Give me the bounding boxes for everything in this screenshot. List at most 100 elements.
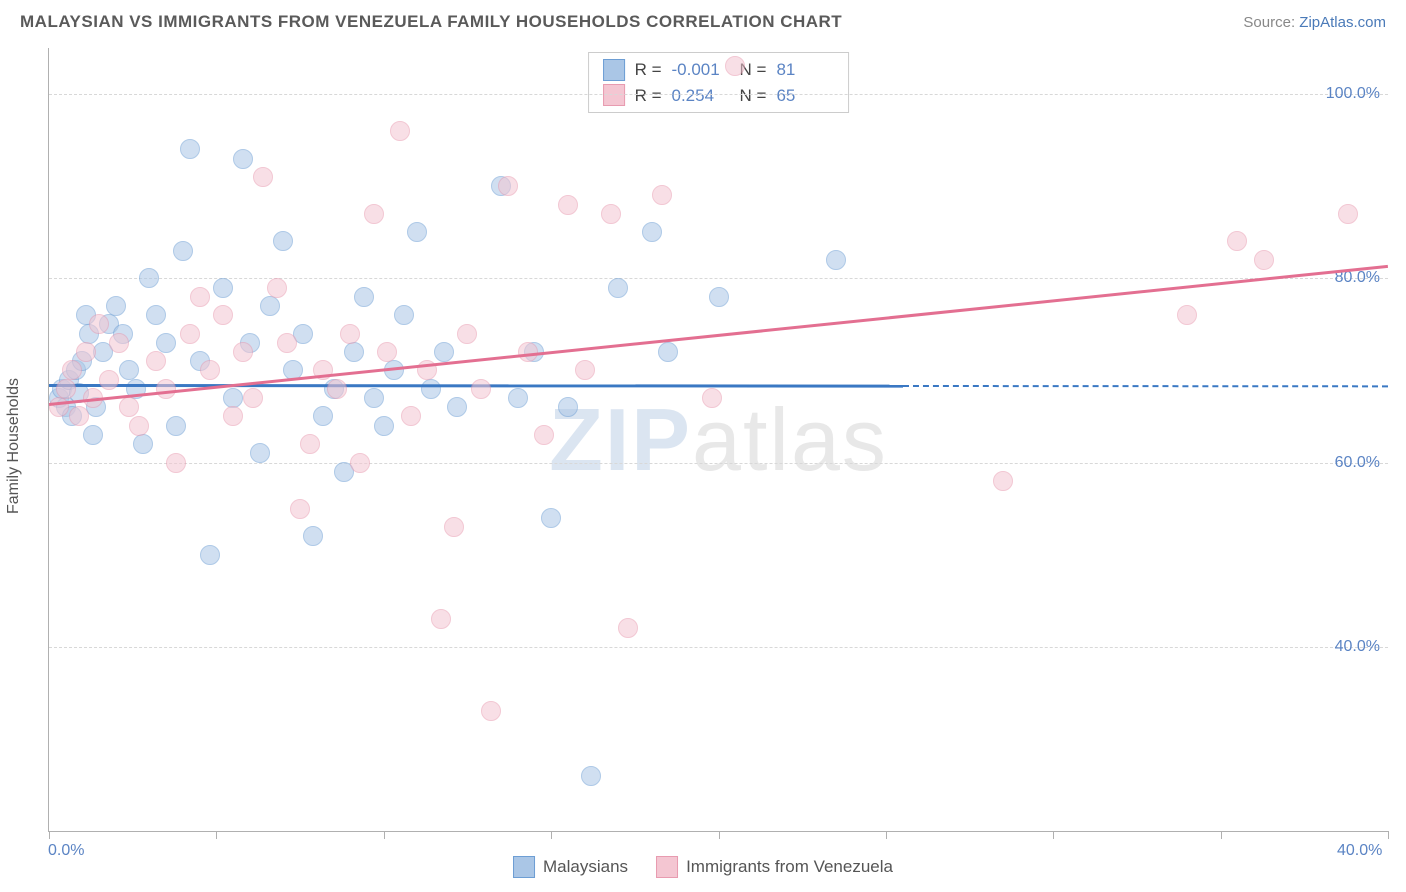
data-point [1338, 204, 1358, 224]
data-point [200, 545, 220, 565]
legend-item: Malaysians [513, 856, 628, 878]
data-point [109, 333, 129, 353]
data-point [62, 360, 82, 380]
data-point [447, 397, 467, 417]
data-point [313, 406, 333, 426]
data-point [457, 324, 477, 344]
chart-plot-area: ZIPatlas R =-0.001N =81R =0.254N =65 40.… [48, 48, 1388, 832]
trend-line [903, 385, 1388, 387]
data-point [233, 342, 253, 362]
data-point [119, 360, 139, 380]
data-point [89, 314, 109, 334]
data-point [180, 324, 200, 344]
y-axis-label: Family Households [5, 378, 23, 514]
data-point [83, 425, 103, 445]
legend-swatch [603, 59, 625, 81]
gridline [49, 463, 1388, 464]
data-point [340, 324, 360, 344]
data-point [498, 176, 518, 196]
data-point [213, 305, 233, 325]
legend-row: R =0.254N =65 [603, 83, 835, 109]
series-legend: MalaysiansImmigrants from Venezuela [513, 856, 893, 878]
data-point [431, 609, 451, 629]
source-prefix: Source: [1243, 14, 1299, 31]
legend-swatch [656, 856, 678, 878]
correlation-legend: R =-0.001N =81R =0.254N =65 [588, 52, 850, 113]
data-point [166, 416, 186, 436]
x-tick [551, 831, 552, 839]
x-tick-label: 0.0% [48, 842, 84, 860]
x-tick [1053, 831, 1054, 839]
data-point [826, 250, 846, 270]
data-point [377, 342, 397, 362]
data-point [608, 278, 628, 298]
legend-label: Malaysians [543, 857, 628, 877]
data-point [652, 185, 672, 205]
source-link[interactable]: ZipAtlas.com [1299, 14, 1386, 31]
x-tick [1388, 831, 1389, 839]
legend-row: R =-0.001N =81 [603, 57, 835, 83]
data-point [1177, 305, 1197, 325]
data-point [407, 222, 427, 242]
data-point [601, 204, 621, 224]
data-point [69, 406, 89, 426]
data-point [344, 342, 364, 362]
data-point [173, 241, 193, 261]
legend-n-label: N = [740, 83, 767, 109]
data-point [56, 379, 76, 399]
data-point [76, 342, 96, 362]
x-tick [886, 831, 887, 839]
data-point [300, 434, 320, 454]
legend-r-value: -0.001 [672, 57, 730, 83]
x-tick [719, 831, 720, 839]
x-tick-label: 40.0% [1337, 842, 1382, 860]
data-point [273, 231, 293, 251]
data-point [190, 287, 210, 307]
legend-r-label: R = [635, 83, 662, 109]
data-point [394, 305, 414, 325]
data-point [434, 342, 454, 362]
data-point [129, 416, 149, 436]
data-point [119, 397, 139, 417]
data-point [303, 526, 323, 546]
data-point [618, 618, 638, 638]
data-point [156, 333, 176, 353]
legend-r-label: R = [635, 57, 662, 83]
data-point [327, 379, 347, 399]
data-point [658, 342, 678, 362]
data-point [350, 453, 370, 473]
data-point [354, 287, 374, 307]
data-point [139, 268, 159, 288]
data-point [709, 287, 729, 307]
data-point [213, 278, 233, 298]
data-point [581, 766, 601, 786]
data-point [243, 388, 263, 408]
data-point [401, 406, 421, 426]
legend-swatch [603, 84, 625, 106]
data-point [106, 296, 126, 316]
data-point [421, 379, 441, 399]
data-point [575, 360, 595, 380]
data-point [558, 195, 578, 215]
data-point [260, 296, 280, 316]
legend-r-value: 0.254 [672, 83, 730, 109]
data-point [364, 388, 384, 408]
data-point [146, 305, 166, 325]
source-attribution: Source: ZipAtlas.com [1243, 14, 1386, 31]
x-tick [49, 831, 50, 839]
data-point [481, 701, 501, 721]
y-tick-label: 40.0% [1335, 638, 1380, 656]
x-tick [1221, 831, 1222, 839]
x-tick [216, 831, 217, 839]
data-point [725, 56, 745, 76]
data-point [993, 471, 1013, 491]
data-point [166, 453, 186, 473]
data-point [702, 388, 722, 408]
data-point [444, 517, 464, 537]
y-tick-label: 100.0% [1326, 85, 1380, 103]
data-point [146, 351, 166, 371]
data-point [233, 149, 253, 169]
data-point [508, 388, 528, 408]
gridline [49, 94, 1388, 95]
data-point [541, 508, 561, 528]
